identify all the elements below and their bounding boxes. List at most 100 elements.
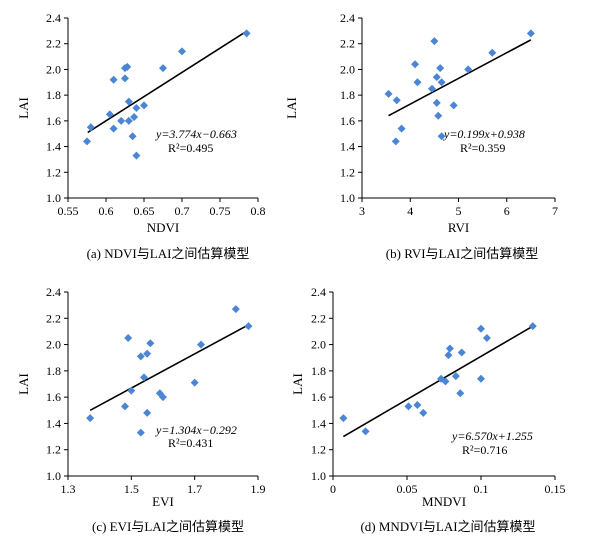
scatter-point — [432, 98, 441, 107]
scatter-point — [437, 132, 446, 141]
scatter-point — [384, 89, 393, 98]
scatter-point — [528, 322, 537, 331]
r-squared-label: R²=0.431 — [168, 436, 213, 450]
scatter-point — [178, 47, 186, 56]
x-tick-label: 0.6 — [99, 204, 114, 218]
x-tick-label: 0.1 — [474, 482, 489, 496]
scatter-point — [105, 110, 114, 119]
scatter-point — [121, 402, 129, 411]
x-axis-label: EVI — [152, 494, 174, 509]
panel-c-evi: 1.3 1.5 1.7 1.9 1.0 1.2 1.4 1.6 1.8 2.0 2.2 2.4 EVI L… — [16, 285, 266, 534]
y-tick-label: 1.8 — [340, 88, 355, 102]
y-tick-label: 1.8 — [311, 364, 326, 378]
regression-line — [388, 39, 532, 117]
y-axis-label: LAI — [16, 97, 31, 119]
regression-line — [89, 324, 249, 411]
x-tick-label: 1.5 — [124, 482, 139, 496]
scatter-point — [361, 427, 370, 436]
y-tick-label: 2.4 — [311, 285, 326, 299]
scatter-point — [117, 116, 126, 125]
x-tick-label: 1.3 — [61, 482, 76, 496]
scatter-point — [432, 73, 441, 82]
scatter-point — [430, 37, 439, 46]
y-tick-label: 2.2 — [340, 37, 355, 51]
y-tick-label: 2.4 — [46, 11, 61, 25]
x-tick-label: 1.9 — [251, 482, 266, 496]
regression-equation: y=0.199x+0.938 — [443, 127, 525, 141]
y-tick-label: 1.0 — [46, 191, 61, 205]
y-axis-label: LAI — [16, 373, 31, 395]
scatter-point — [413, 78, 422, 87]
scatter-point — [124, 116, 133, 125]
y-tick-label: 2.0 — [46, 338, 61, 352]
scatter-point — [130, 113, 139, 121]
regression-line — [87, 31, 246, 134]
scatter-point — [83, 137, 91, 146]
regression-equation: y=3.774x−0.663 — [155, 127, 237, 141]
scatter-point — [159, 64, 167, 73]
y-tick-label: 1.8 — [46, 88, 61, 102]
panel-caption: (d) MNDVI与LAI之间估算模型 — [360, 519, 535, 534]
scatter-point — [526, 29, 535, 38]
scatter-point — [482, 334, 491, 342]
scatter-point — [128, 132, 137, 141]
panel-caption: (a) NDVI与LAI之间估算模型 — [87, 246, 250, 261]
scatter-point — [109, 124, 118, 133]
scatter-point — [488, 48, 497, 57]
scatter-point — [427, 84, 436, 93]
scatter-point — [146, 339, 155, 348]
panel-a-ndvi: 0.55 0.6 0.65 0.7 0.75 0.8 1.0 1.2 1.4 1.6 1.8 2.0 2… — [16, 11, 266, 261]
y-tick-label: 2.2 — [46, 311, 61, 325]
scatter-point — [444, 351, 453, 360]
y-tick-label: 1.0 — [46, 469, 61, 483]
scatter-point — [244, 322, 253, 331]
scatter-point — [419, 408, 428, 417]
scatter-point — [449, 101, 458, 110]
scatter-point — [477, 374, 485, 383]
y-tick-label: 1.6 — [311, 390, 326, 404]
y-tick-label: 1.8 — [46, 364, 61, 378]
y-tick-label: 2.4 — [46, 285, 61, 299]
y-tick-label: 1.2 — [311, 443, 326, 457]
y-tick-label: 1.4 — [311, 416, 326, 430]
scatter-point — [143, 349, 152, 358]
scatter-point — [123, 62, 132, 71]
regression-equation: y=1.304x−0.292 — [155, 423, 237, 437]
scatter-point — [242, 29, 251, 38]
y-tick-label: 1.4 — [46, 416, 61, 430]
y-tick-label: 2.0 — [340, 62, 355, 76]
scatter-point — [404, 402, 413, 411]
scatter-point — [109, 75, 118, 84]
y-tick-label: 2.2 — [46, 37, 61, 51]
y-tick-label: 1.2 — [46, 165, 61, 179]
scatter-point — [397, 124, 406, 133]
x-axis-label: MNDVI — [422, 494, 466, 509]
panel-caption: (b) RVI与LAI之间估算模型 — [386, 246, 538, 261]
x-tick-label: 0.7 — [175, 204, 190, 218]
scatter-point — [477, 324, 485, 333]
scatter-point — [391, 137, 400, 146]
x-tick-label: 3 — [359, 204, 365, 218]
x-tick-label: 0.05 — [397, 482, 418, 496]
x-tick-label: 4 — [407, 204, 413, 218]
y-axis-label: LAI — [290, 373, 305, 395]
scatter-point — [434, 111, 443, 120]
scatter-point — [436, 64, 445, 73]
y-tick-label: 2.4 — [340, 11, 355, 25]
scatter-point — [464, 65, 473, 74]
y-tick-label: 2.0 — [46, 62, 61, 76]
panel-b-rvi: 3 4 5 6 7 1.0 1.2 1.4 1.6 1.8 2.0 2.2 2.4 RVI LAI y=0.1… — [284, 11, 558, 261]
scatter-point — [140, 373, 148, 382]
scatter-point — [86, 414, 95, 423]
scatter-point — [121, 74, 129, 83]
y-tick-label: 1.0 — [340, 191, 355, 205]
x-axis-label: RVI — [448, 220, 469, 235]
y-tick-label: 1.0 — [311, 469, 326, 483]
y-tick-label: 1.2 — [46, 443, 61, 457]
scatter-point — [451, 372, 460, 381]
x-tick-label: 0 — [330, 482, 336, 496]
y-tick-label: 1.4 — [46, 140, 61, 154]
scatter-point — [132, 151, 141, 160]
r-squared-label: R²=0.495 — [168, 141, 213, 155]
scatter-point — [437, 78, 446, 87]
